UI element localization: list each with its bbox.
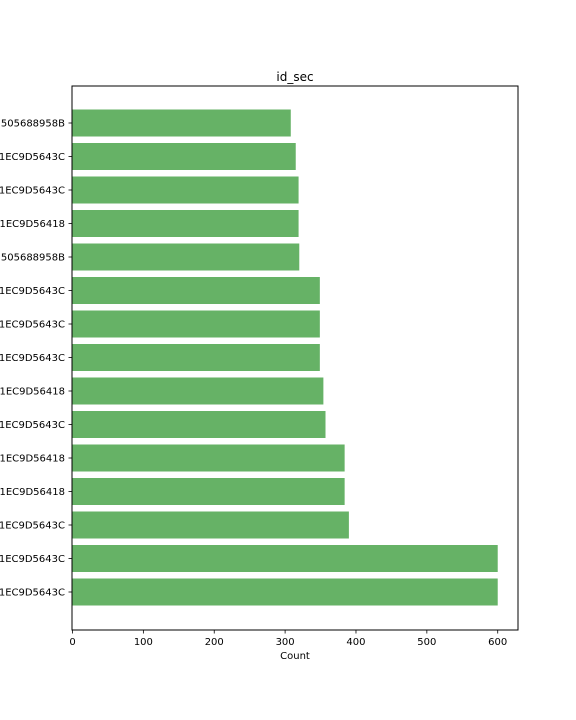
bar bbox=[72, 578, 498, 606]
bars-group bbox=[72, 109, 498, 606]
bar bbox=[72, 277, 320, 304]
x-tick-label: 100 bbox=[134, 637, 153, 648]
y-tick-label: 1EC9D5643C bbox=[0, 420, 65, 431]
bar bbox=[72, 310, 320, 338]
y-tick-label: 1EC9D56418 bbox=[0, 454, 65, 465]
chart-title: id_sec bbox=[276, 70, 313, 84]
x-tick-label: 0 bbox=[69, 637, 75, 648]
x-axis-label: Count bbox=[280, 651, 310, 662]
y-tick-label: 505688958B bbox=[1, 119, 65, 130]
bar bbox=[72, 444, 345, 472]
bar bbox=[72, 478, 345, 505]
bar bbox=[72, 176, 299, 204]
y-tick-label: 1EC9D5643C bbox=[0, 286, 65, 297]
x-ticks: 0 100 200 300 400 500 600 bbox=[69, 630, 507, 648]
y-tick-label: 1EC9D5643C bbox=[0, 521, 65, 532]
bar bbox=[72, 210, 299, 237]
bar bbox=[72, 411, 326, 438]
y-tick-label: 1EC9D5643C bbox=[0, 320, 65, 331]
x-tick-label: 400 bbox=[346, 637, 365, 648]
bar bbox=[72, 344, 320, 371]
bar bbox=[72, 511, 349, 539]
bar bbox=[72, 143, 296, 170]
y-tick-label: 1EC9D5643C bbox=[0, 186, 65, 197]
x-tick-label: 300 bbox=[276, 637, 295, 648]
bar bbox=[72, 243, 300, 271]
bar bbox=[72, 545, 498, 572]
x-tick-label: 600 bbox=[488, 637, 507, 648]
y-tick-label: 1EC9D5643C bbox=[0, 353, 65, 364]
y-tick-labels: 1EC9D5643C 1EC9D5643C 1EC9D5643C 1EC9D56418… bbox=[0, 119, 72, 599]
y-tick-label: 1EC9D5643C bbox=[0, 152, 65, 163]
plot-frame bbox=[71, 85, 519, 631]
bar bbox=[72, 377, 324, 405]
bar bbox=[72, 109, 291, 137]
x-tick-label: 200 bbox=[205, 637, 224, 648]
y-tick-label: 505688958B bbox=[1, 253, 65, 264]
y-tick-label: 1EC9D56418 bbox=[0, 219, 65, 230]
y-tick-label: 1EC9D5643C bbox=[0, 588, 65, 599]
y-tick-label: 1EC9D56418 bbox=[0, 487, 65, 498]
x-tick-label: 500 bbox=[417, 637, 436, 648]
y-tick-label: 1EC9D5643C bbox=[0, 554, 65, 565]
y-tick-label: 1EC9D56418 bbox=[0, 387, 65, 398]
